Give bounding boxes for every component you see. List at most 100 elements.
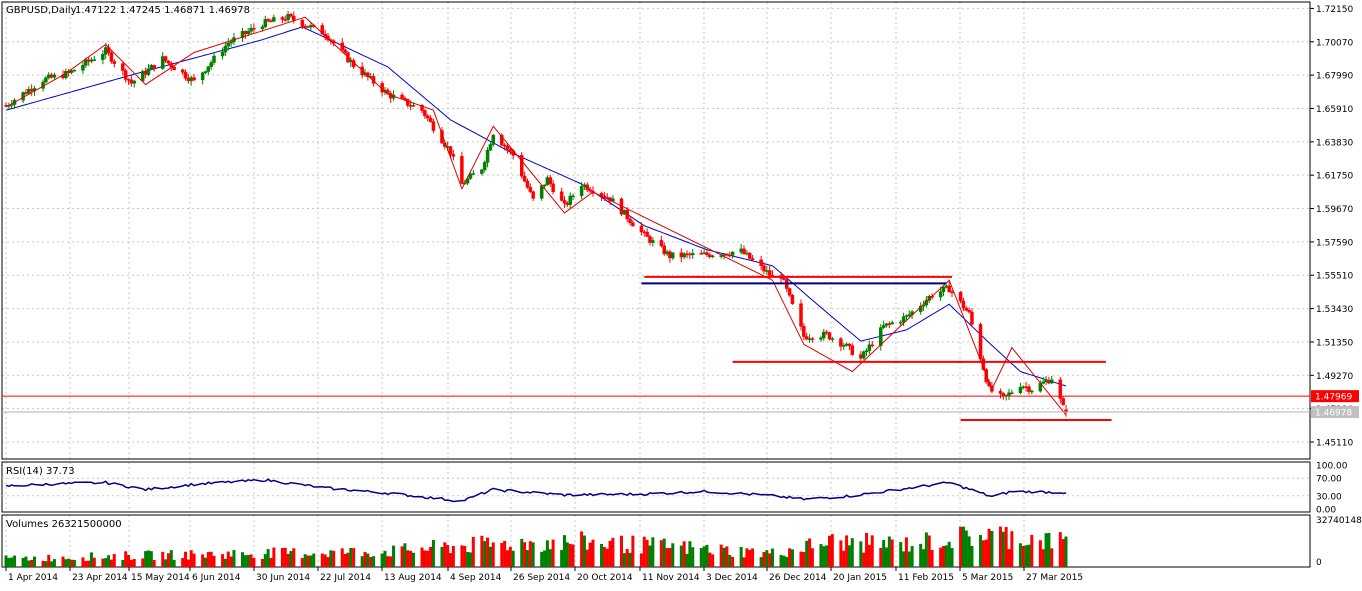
volume-bar	[745, 548, 749, 567]
volume-bar	[961, 526, 965, 567]
volume-bar	[480, 535, 484, 567]
volume-bar	[21, 557, 25, 567]
volume-bar	[409, 550, 413, 567]
volume-bar	[124, 551, 128, 567]
candle-body	[850, 345, 855, 355]
panel-frame-1	[1, 461, 1311, 513]
volume-bar	[483, 541, 487, 567]
volume-bar	[1038, 540, 1042, 567]
candle	[961, 297, 966, 312]
candle	[180, 68, 185, 75]
candle-body	[500, 135, 504, 146]
candle-body	[203, 71, 208, 74]
volume-bar	[206, 552, 210, 567]
date-label: 20 Jan 2015	[833, 573, 887, 583]
price-label: 1.49270	[1316, 372, 1353, 382]
date-label: 5 Mar 2015	[962, 573, 1013, 583]
volume-bar	[722, 547, 726, 567]
candle-body	[824, 331, 829, 334]
candle	[488, 142, 493, 152]
candle	[121, 61, 125, 76]
volume-bar	[682, 541, 686, 567]
volume-bar	[802, 552, 806, 567]
volume-bar	[611, 537, 615, 567]
volume-bar	[411, 552, 415, 567]
volume-bar	[443, 542, 447, 567]
candle-body	[562, 200, 567, 204]
candle	[819, 335, 823, 342]
volume-bar	[528, 541, 532, 567]
candle	[44, 75, 48, 84]
volume-bar	[366, 553, 370, 567]
candle	[648, 234, 652, 246]
volume-bar	[568, 543, 572, 567]
candle-body	[84, 59, 88, 66]
volume-bar	[4, 555, 8, 567]
candle	[292, 11, 296, 24]
candle-body	[839, 338, 843, 347]
candle-body	[841, 345, 846, 347]
candle	[249, 24, 253, 35]
volume-bar	[1010, 531, 1014, 567]
price-label: 1.65910	[1316, 105, 1353, 115]
candle	[881, 320, 886, 330]
candle	[502, 143, 507, 151]
volume-bar	[967, 536, 971, 567]
candle-body	[622, 209, 627, 215]
candle	[223, 41, 228, 56]
volume-bar	[486, 537, 490, 567]
volume-bar	[671, 543, 675, 567]
candle-body	[1007, 392, 1011, 396]
candle	[810, 337, 815, 343]
candle-body	[579, 186, 584, 197]
candle	[192, 74, 196, 82]
candle-body	[340, 42, 344, 50]
candle-body	[52, 74, 57, 78]
candle-body	[688, 253, 692, 256]
candle-body	[508, 148, 513, 151]
candle-body	[790, 294, 795, 304]
candle-body	[725, 253, 729, 256]
volume-bar	[882, 540, 886, 567]
volume-bar	[343, 553, 347, 567]
candle	[787, 287, 792, 297]
price-label: 1.55510	[1316, 272, 1353, 282]
volume-bar	[141, 558, 145, 567]
volume-bar	[659, 540, 663, 567]
candle	[585, 182, 590, 193]
candle-body	[819, 337, 823, 340]
volume-bar	[491, 542, 495, 567]
volume-bar	[628, 552, 632, 567]
volume-bar	[488, 546, 492, 567]
candle-body	[978, 324, 983, 360]
volume-bar	[326, 557, 330, 567]
candle-body	[559, 191, 564, 201]
price-label: 1.70070	[1316, 38, 1353, 48]
candle-body	[531, 191, 535, 199]
candle-body	[266, 19, 270, 22]
candle	[941, 286, 946, 297]
volume-bar	[209, 551, 213, 567]
candle-body	[423, 110, 427, 117]
candle	[400, 92, 404, 100]
volume-bar	[839, 540, 843, 567]
candle-body	[879, 327, 883, 346]
candle	[200, 71, 205, 85]
candle-body	[505, 145, 510, 150]
volume-bar	[332, 550, 336, 567]
volume-bar	[389, 556, 393, 567]
volume-bar	[842, 550, 846, 567]
candle	[611, 195, 615, 202]
volume-bar	[363, 551, 367, 567]
volume-bar	[571, 544, 575, 567]
candle	[870, 340, 874, 348]
candle-body	[29, 88, 34, 92]
candle-body	[588, 189, 592, 192]
volume-bar	[622, 553, 626, 567]
candle	[571, 193, 575, 201]
candle	[423, 108, 427, 119]
candle-body	[152, 65, 156, 69]
candle	[491, 133, 496, 147]
volume-bar	[582, 535, 586, 567]
